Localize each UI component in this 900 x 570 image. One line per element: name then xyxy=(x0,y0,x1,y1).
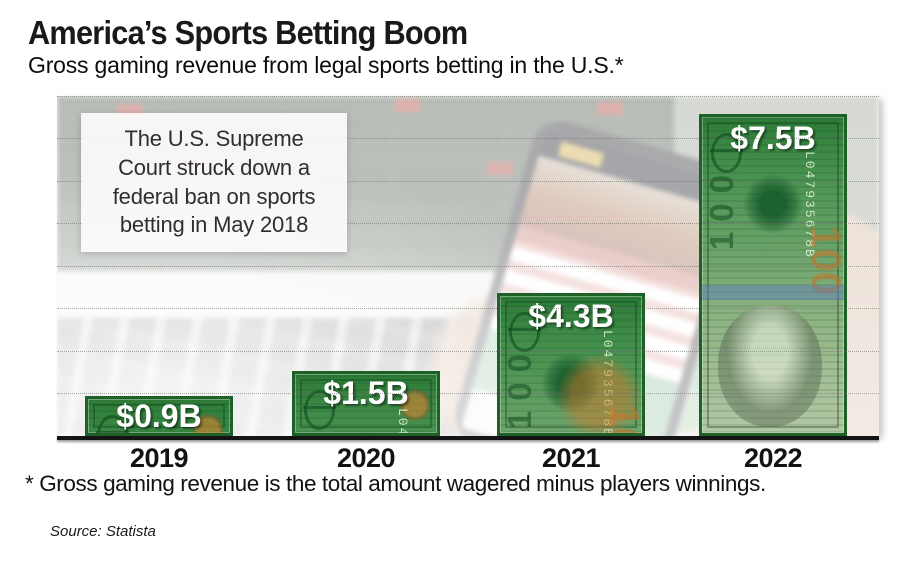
x-tick-2019: 2019 xyxy=(129,443,189,473)
x-axis xyxy=(57,436,879,440)
bill-oval-ornament xyxy=(508,312,541,352)
bill-denomination: 100 xyxy=(803,225,847,296)
bill-oval-ornament xyxy=(710,133,743,173)
bill-frame xyxy=(707,122,839,428)
annotation-line: Court struck down a xyxy=(118,154,310,180)
bill-serial-number: L047935678B xyxy=(395,408,410,433)
bill-denomination: 100 xyxy=(296,422,333,433)
bill-serial-number: L047935678B xyxy=(802,151,817,259)
bill-denomination: 100 xyxy=(501,344,538,430)
x-tick-2022: 2022 xyxy=(743,443,803,473)
bill-green-seal xyxy=(742,173,804,235)
bill-frame xyxy=(300,379,432,428)
bar-2020: 100 L047935678B $1.5B xyxy=(292,371,440,436)
annotation-line: federal ban on sports xyxy=(112,183,316,209)
bar-value-label: $0.9B xyxy=(116,398,202,434)
x-tick-2021: 2021 xyxy=(541,443,601,473)
annotation-line: The U.S. Supreme xyxy=(124,126,304,152)
bar-2022: 100 L047935678B 100 $7.5B xyxy=(699,114,847,436)
x-tick-2020: 2020 xyxy=(336,443,396,473)
page-title: America’s Sports Betting Boom xyxy=(28,14,468,51)
annotation-line: betting in May 2018 xyxy=(119,212,309,238)
page-subtitle: Gross gaming revenue from legal sports b… xyxy=(28,52,624,78)
bill-seal-orange xyxy=(193,412,223,433)
bill-frame xyxy=(93,404,225,428)
bill-denomination: 100 xyxy=(703,165,740,251)
franklin-portrait xyxy=(718,305,822,427)
bar-chart: 100 $0.9B 100 L047935678B $1.5B 100 L047… xyxy=(57,96,879,436)
bar-value-label: $4.3B xyxy=(528,298,614,334)
annotation-box: The U.S. Supreme Court struck down a fed… xyxy=(81,113,347,252)
bar-value-label: $1.5B xyxy=(323,375,409,411)
bill-oval-ornament xyxy=(303,390,336,430)
footnote: * Gross gaming revenue is the total amou… xyxy=(25,471,766,496)
bill-security-ribbon xyxy=(702,285,844,300)
bill-treasury-seal xyxy=(556,355,642,433)
bar-value-label: $7.5B xyxy=(730,120,816,156)
bill-green-seal xyxy=(335,430,397,433)
source-credit: Source: Statista xyxy=(50,523,156,540)
bar-2021: 100 L047935678B 100 $4.3B xyxy=(497,293,645,436)
bar-2019: 100 $0.9B xyxy=(85,396,233,436)
